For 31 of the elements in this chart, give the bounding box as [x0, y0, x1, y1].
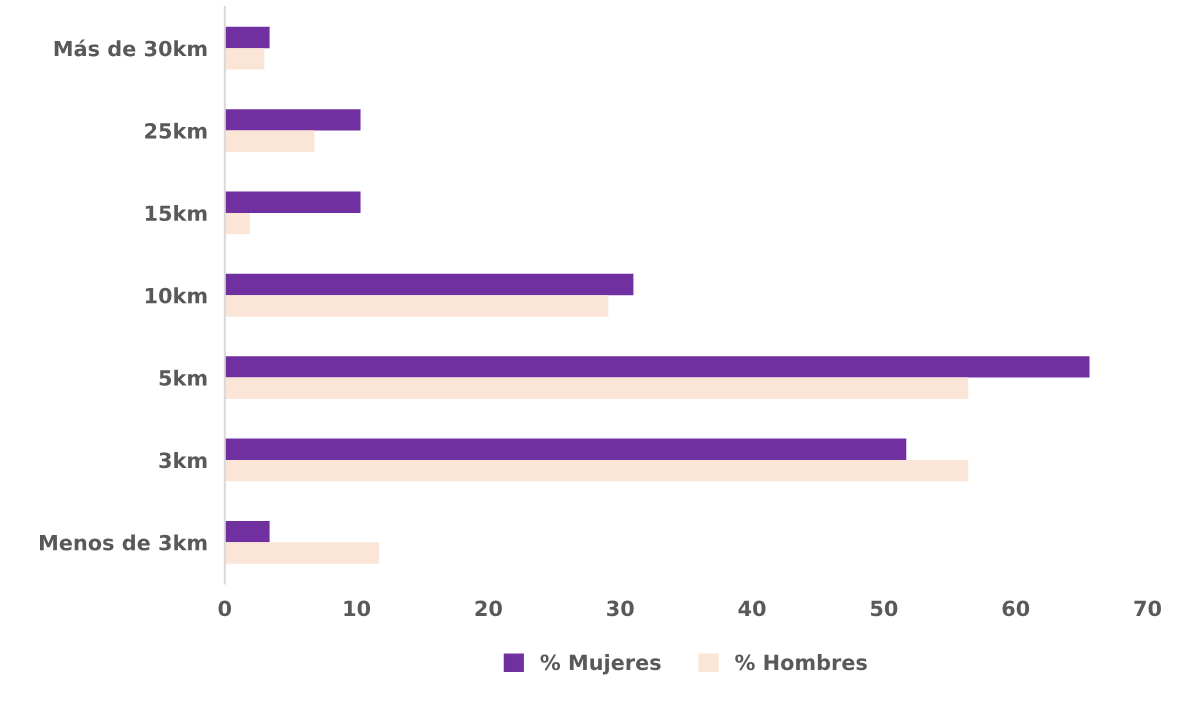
x-tick-label: 30	[607, 600, 634, 617]
legend-label: % Hombres	[735, 654, 867, 671]
y-tick-label: 25km	[145, 122, 207, 139]
bar	[224, 48, 265, 70]
bar	[224, 295, 609, 317]
x-tick-label: 10	[344, 600, 371, 617]
y-tick-label: 10km	[145, 287, 207, 304]
bar	[224, 438, 907, 460]
bar	[224, 130, 315, 152]
bar	[224, 109, 361, 131]
bar	[224, 520, 270, 543]
x-tick-label: 60	[1002, 600, 1030, 617]
y-tick-label: 3km	[159, 452, 207, 469]
bar	[224, 26, 270, 49]
bar	[224, 191, 361, 213]
x-tick-label: 40	[738, 600, 766, 617]
bar	[224, 273, 634, 296]
x-tick-label: 0	[218, 600, 232, 617]
bar	[224, 377, 969, 400]
y-tick-label: 5km	[159, 369, 207, 386]
bar	[224, 356, 1090, 378]
x-tick-label: 20	[475, 600, 502, 617]
bar	[224, 459, 969, 482]
y-tick-label: Menos de 3km	[40, 534, 207, 551]
y-tick-label: 15km	[145, 204, 207, 222]
x-tick-label: 70	[1134, 600, 1162, 617]
bar	[224, 212, 250, 235]
x-tick-label: 50	[870, 600, 898, 617]
y-tick-label: Más de 30km	[54, 39, 207, 57]
bar	[224, 542, 379, 564]
legend-label: % Mujeres	[540, 654, 661, 675]
